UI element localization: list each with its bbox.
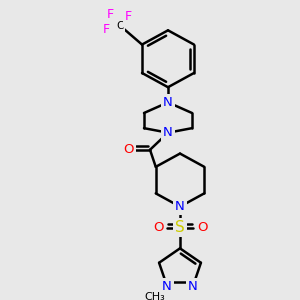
Text: CH₃: CH₃ <box>145 292 165 300</box>
Text: O: O <box>153 221 163 234</box>
Text: N: N <box>188 280 198 292</box>
Text: F: F <box>124 10 132 22</box>
Text: F: F <box>103 23 110 36</box>
Text: O: O <box>197 221 207 234</box>
Text: C: C <box>116 21 124 31</box>
Text: N: N <box>163 96 173 109</box>
Text: F: F <box>106 8 114 21</box>
Text: O: O <box>124 143 134 156</box>
Text: N: N <box>163 126 173 139</box>
Text: N: N <box>162 280 172 292</box>
Text: N: N <box>175 200 185 213</box>
Text: S: S <box>175 220 185 235</box>
